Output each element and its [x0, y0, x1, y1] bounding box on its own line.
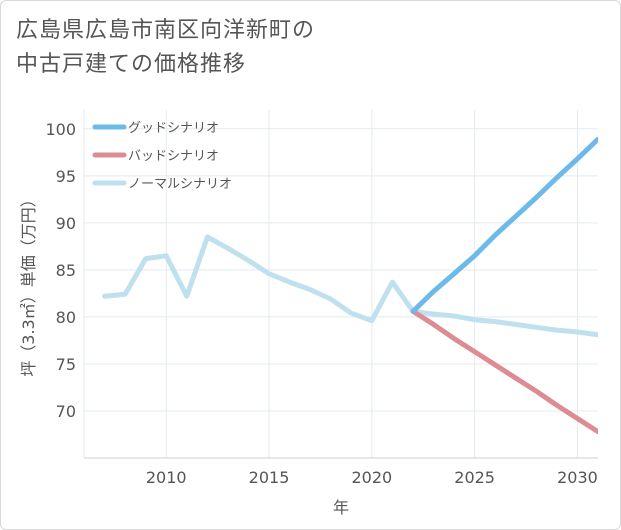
y-tick-label: 85 — [56, 261, 76, 280]
y-tick-label: 100 — [45, 120, 76, 139]
x-axis-title: 年 — [333, 498, 349, 517]
y-tick-label: 90 — [56, 214, 76, 233]
x-tick-label: 2025 — [454, 468, 495, 487]
series-line-normal — [102, 234, 598, 338]
y-tick-label: 80 — [56, 308, 76, 327]
x-tick-label: 2020 — [351, 468, 392, 487]
legend-label: グッドシナリオ — [128, 121, 219, 136]
plot-area — [83, 110, 598, 459]
legend-label: ノーマルシナリオ — [128, 177, 232, 192]
x-tick-label: 2030 — [557, 468, 598, 487]
legend-label: バッドシナリオ — [128, 149, 219, 164]
chart-title-line-2: 中古戸建ての価格推移 — [16, 52, 247, 77]
chart-title: 広島県広島市南区向洋新町の 中古戸建ての価格推移 — [16, 14, 576, 82]
y-tick-label: 75 — [56, 355, 76, 374]
chart-title-line-1: 広島県広島市南区向洋新町の — [16, 18, 316, 43]
x-tick-label: 2010 — [146, 468, 187, 487]
y-axis-title: 坪（3.3㎡）単価（万円） — [19, 191, 38, 376]
y-axis: 70 75 80 85 90 95 100 — [45, 120, 76, 421]
grid-lines — [84, 110, 598, 458]
x-axis: 2010 2015 2020 2025 2030 — [146, 468, 598, 487]
y-tick-label: 95 — [56, 167, 76, 186]
series-lines — [102, 136, 598, 435]
series-line-bad — [410, 308, 598, 435]
y-tick-label: 70 — [56, 402, 76, 421]
x-tick-label: 2015 — [249, 468, 290, 487]
series-line-good — [410, 136, 598, 314]
